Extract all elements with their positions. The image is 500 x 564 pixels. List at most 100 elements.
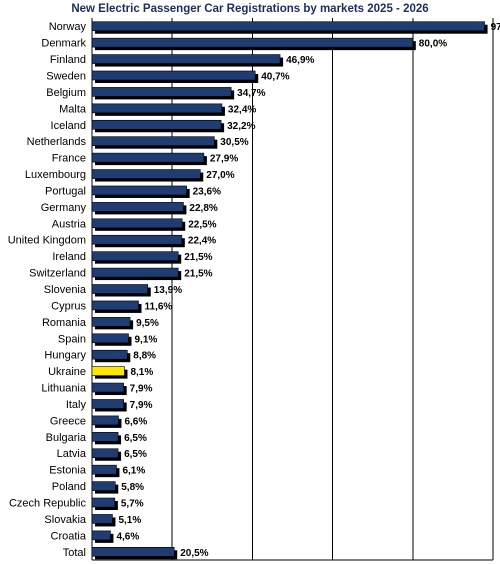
category-label: Slovakia xyxy=(44,514,86,526)
value-label: 22,8% xyxy=(189,203,217,214)
bar xyxy=(91,432,119,442)
bar xyxy=(91,317,131,327)
labels: Norway 97,9% Denmark 80,0% Finland 46,9% Swede… xyxy=(8,21,500,559)
bar xyxy=(91,185,187,196)
value-label: 11,6% xyxy=(145,301,173,312)
value-label: 7,9% xyxy=(130,384,153,395)
value-label: 97,9% xyxy=(491,22,500,33)
bar xyxy=(91,218,183,229)
value-label: 5,1% xyxy=(118,515,141,526)
category-label: Ireland xyxy=(52,251,86,263)
bar xyxy=(91,382,124,393)
chart-title: New Electric Passenger Car Registrations… xyxy=(71,3,429,15)
bar xyxy=(91,530,111,541)
category-label: Iceland xyxy=(51,120,86,132)
value-label: 40,7% xyxy=(261,71,289,82)
bar xyxy=(91,284,149,294)
bar xyxy=(91,234,183,245)
bar xyxy=(91,54,281,64)
value-label: 4,6% xyxy=(116,531,139,542)
value-label: 9,5% xyxy=(136,318,159,329)
bar xyxy=(91,514,113,524)
category-label: Norway xyxy=(49,21,87,33)
category-label: Ukraine xyxy=(48,366,86,378)
bar xyxy=(91,202,184,212)
category-label: Germany xyxy=(41,202,87,214)
category-label: Finland xyxy=(50,54,86,66)
value-label: 80,0% xyxy=(419,39,447,50)
category-label: Netherlands xyxy=(27,136,87,148)
value-label: 30,5% xyxy=(220,137,248,148)
bar xyxy=(91,399,124,409)
value-label: 32,2% xyxy=(227,121,255,132)
category-label: Lithuania xyxy=(41,383,87,395)
category-label: Poland xyxy=(52,481,86,493)
value-label: 27,9% xyxy=(210,154,238,165)
value-label: 22,4% xyxy=(188,236,216,247)
category-label: Austria xyxy=(52,218,87,230)
value-label: 32,4% xyxy=(228,104,256,115)
value-label: 6,1% xyxy=(122,466,145,477)
bar xyxy=(91,119,222,130)
bar xyxy=(91,300,139,311)
category-label: Total xyxy=(63,547,86,559)
category-label: Switzerland xyxy=(29,268,86,280)
category-label: Cyprus xyxy=(51,300,86,312)
bar xyxy=(91,546,175,557)
value-label: 5,8% xyxy=(121,482,144,493)
bars xyxy=(91,21,488,560)
bar xyxy=(91,481,116,491)
bar xyxy=(91,37,414,48)
category-label: France xyxy=(52,153,86,165)
value-label: 8,1% xyxy=(130,367,153,378)
category-label: Sweden xyxy=(46,70,86,82)
value-label: 9,1% xyxy=(134,334,157,345)
category-label: Bulgaria xyxy=(46,432,87,444)
category-label: Slovenia xyxy=(44,284,87,296)
bar xyxy=(91,169,201,179)
bar xyxy=(91,251,179,261)
category-label: Luxembourg xyxy=(25,169,86,181)
category-label: Portugal xyxy=(45,185,86,197)
bar xyxy=(91,464,117,475)
value-label: 6,5% xyxy=(124,449,147,460)
category-label: Estonia xyxy=(49,465,87,477)
value-label: 22,5% xyxy=(188,219,216,230)
category-label: Denmark xyxy=(41,38,86,50)
category-label: Czech Republic xyxy=(9,498,87,510)
bar xyxy=(91,267,179,278)
value-label: 8,8% xyxy=(133,351,156,362)
value-label: 27,0% xyxy=(206,170,234,181)
category-label: Latvia xyxy=(57,448,87,460)
value-label: 46,9% xyxy=(286,55,314,66)
category-label: Greece xyxy=(50,415,86,427)
bar xyxy=(91,70,256,81)
category-label: Romania xyxy=(42,317,87,329)
bar xyxy=(91,103,223,114)
bar xyxy=(91,152,205,163)
value-label: 20,5% xyxy=(180,548,208,559)
bar xyxy=(91,333,129,344)
bar xyxy=(91,87,232,97)
bar xyxy=(91,136,215,146)
value-label: 5,7% xyxy=(121,499,144,510)
value-label: 6,5% xyxy=(124,433,147,444)
bar-highlight xyxy=(91,366,125,376)
value-label: 13,9% xyxy=(154,285,182,296)
bar xyxy=(91,448,119,459)
category-label: United Kingdom xyxy=(8,235,86,247)
value-label: 6,6% xyxy=(124,416,147,427)
category-label: Italy xyxy=(66,399,87,411)
category-label: Malta xyxy=(59,103,87,115)
value-label: 7,9% xyxy=(130,400,153,411)
bar xyxy=(91,415,119,426)
category-label: Spain xyxy=(58,333,86,345)
bar xyxy=(91,497,116,508)
value-label: 21,5% xyxy=(184,269,212,280)
category-label: Hungary xyxy=(44,350,86,362)
category-label: Belgium xyxy=(46,87,86,99)
value-label: 34,7% xyxy=(237,88,265,99)
value-label: 21,5% xyxy=(184,252,212,263)
value-label: 23,6% xyxy=(193,186,221,197)
